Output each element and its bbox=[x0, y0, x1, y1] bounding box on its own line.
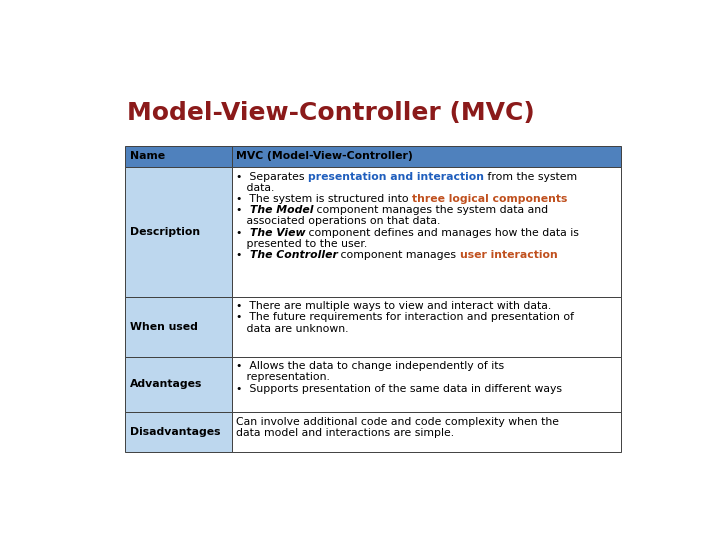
Bar bbox=[125, 146, 232, 167]
Bar bbox=[125, 296, 232, 356]
Text: •  There are multiple ways to view and interact with data.: • There are multiple ways to view and in… bbox=[236, 301, 552, 311]
Bar bbox=[232, 146, 621, 167]
Text: MVC (Model-View-Controller): MVC (Model-View-Controller) bbox=[236, 151, 413, 161]
Text: representation.: representation. bbox=[236, 373, 330, 382]
Text: component defines and manages how the data is: component defines and manages how the da… bbox=[305, 228, 579, 238]
Text: •  Separates: • Separates bbox=[236, 172, 308, 182]
Text: component manages: component manages bbox=[338, 250, 460, 260]
Text: Description: Description bbox=[130, 227, 199, 237]
Text: Advantages: Advantages bbox=[130, 379, 202, 389]
Text: •  The system is structured into: • The system is structured into bbox=[236, 194, 413, 204]
Text: associated operations on that data.: associated operations on that data. bbox=[236, 217, 441, 226]
Text: •  The future requirements for interaction and presentation of: • The future requirements for interactio… bbox=[236, 312, 574, 322]
Text: The Controller: The Controller bbox=[250, 250, 338, 260]
Text: Name: Name bbox=[130, 151, 165, 161]
Bar bbox=[232, 412, 621, 452]
Text: three logical components: three logical components bbox=[413, 194, 567, 204]
Text: data are unknown.: data are unknown. bbox=[236, 323, 348, 334]
Text: The Model: The Model bbox=[250, 205, 313, 215]
Bar bbox=[125, 167, 232, 296]
Text: •: • bbox=[236, 205, 250, 215]
Bar bbox=[125, 412, 232, 452]
Text: •  Allows the data to change independently of its: • Allows the data to change independentl… bbox=[236, 361, 504, 372]
Bar bbox=[125, 356, 232, 412]
Text: •: • bbox=[236, 228, 250, 238]
Text: user interaction: user interaction bbox=[460, 250, 558, 260]
Text: presentation and interaction: presentation and interaction bbox=[308, 172, 484, 182]
Text: •  Supports presentation of the same data in different ways: • Supports presentation of the same data… bbox=[236, 383, 562, 394]
Text: Can involve additional code and code complexity when the: Can involve additional code and code com… bbox=[236, 417, 559, 427]
Text: Disadvantages: Disadvantages bbox=[130, 427, 220, 437]
Text: •: • bbox=[236, 250, 250, 260]
Text: data.: data. bbox=[236, 183, 274, 193]
Text: data model and interactions are simple.: data model and interactions are simple. bbox=[236, 428, 454, 438]
Bar bbox=[232, 167, 621, 296]
Text: presented to the user.: presented to the user. bbox=[236, 239, 367, 249]
Text: When used: When used bbox=[130, 322, 197, 332]
Text: component manages the system data and: component manages the system data and bbox=[313, 205, 548, 215]
Text: from the system: from the system bbox=[484, 172, 577, 182]
Bar bbox=[232, 356, 621, 412]
Text: Model-View-Controller (MVC): Model-View-Controller (MVC) bbox=[127, 100, 535, 125]
Text: The View: The View bbox=[250, 228, 305, 238]
Bar bbox=[232, 296, 621, 356]
